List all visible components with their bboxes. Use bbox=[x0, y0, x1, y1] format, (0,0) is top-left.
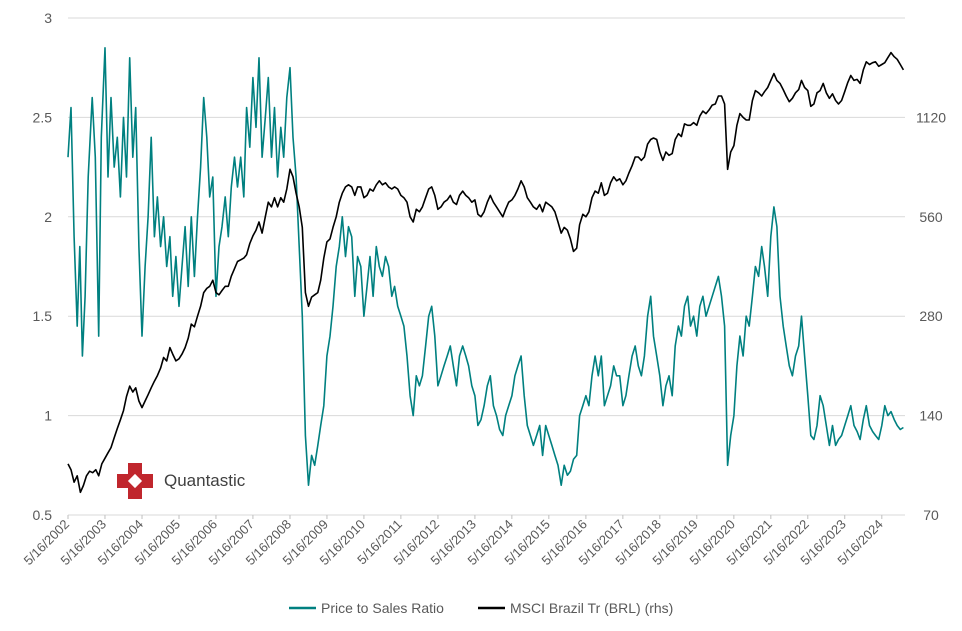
right-axis-tick-label: 560 bbox=[919, 209, 943, 225]
price-to-sales-series bbox=[67, 47, 904, 486]
gridlines bbox=[68, 17, 905, 516]
legend: Price to Sales Ratio MSCI Brazil Tr (BRL… bbox=[289, 600, 673, 616]
quantastic-logo: Quantastic bbox=[117, 463, 246, 499]
right-axis-tick-label: 280 bbox=[919, 308, 943, 324]
left-axis-tick-label: 2.5 bbox=[33, 109, 53, 125]
left-axis-ticks: 0.5 1 1.5 2 2.5 3 bbox=[33, 10, 53, 523]
legend-label-msci-brazil: MSCI Brazil Tr (BRL) (rhs) bbox=[510, 600, 673, 616]
right-axis-tick-label: 140 bbox=[919, 408, 943, 424]
quantastic-logo-mark bbox=[117, 463, 153, 499]
x-axis-ticks: 5/16/20025/16/20035/16/20045/16/20055/16… bbox=[21, 515, 886, 568]
legend-label-price-to-sales: Price to Sales Ratio bbox=[321, 600, 444, 616]
msci-brazil-line bbox=[67, 51, 905, 494]
right-axis-ticks: 70 140 280 560 1120 bbox=[916, 109, 946, 523]
left-axis-tick-label: 0.5 bbox=[33, 507, 53, 523]
left-axis-tick-label: 2 bbox=[44, 209, 52, 225]
right-axis-tick-label: 70 bbox=[923, 507, 939, 523]
left-axis-tick-label: 1.5 bbox=[33, 308, 53, 324]
logo-text: Quantastic bbox=[164, 471, 246, 490]
left-axis-tick-label: 1 bbox=[44, 408, 52, 424]
left-axis-tick-label: 3 bbox=[44, 10, 52, 26]
price-to-sales-line bbox=[67, 47, 904, 486]
right-axis-tick-label: 1120 bbox=[916, 109, 946, 125]
msci-brazil-series bbox=[67, 51, 905, 494]
